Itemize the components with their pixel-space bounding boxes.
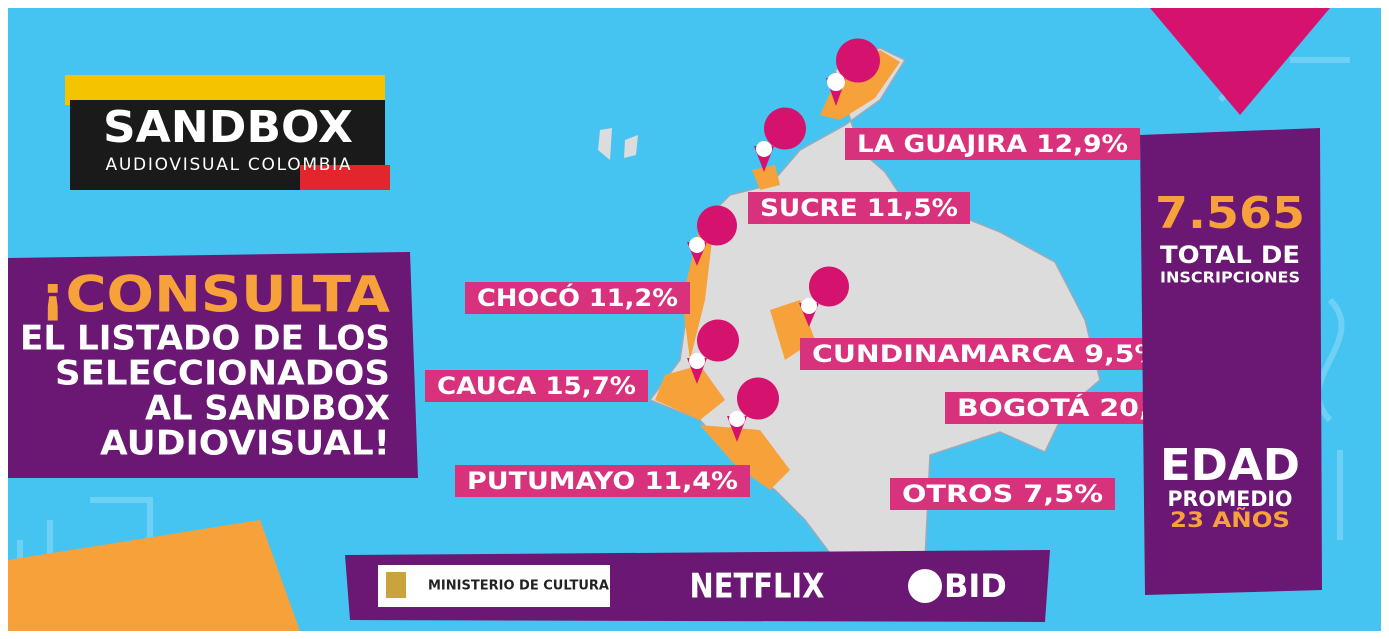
region-label-bg	[748, 192, 970, 224]
island	[598, 128, 612, 160]
headline: ¡CONSULTA	[40, 266, 390, 324]
region-label-bg	[845, 128, 1140, 160]
triangle	[1150, 8, 1381, 115]
region-label: CAUCA 15,7%	[437, 372, 636, 400]
region-label: CHOCÓ 11,2%	[477, 282, 678, 312]
total: 7.565	[1155, 188, 1305, 239]
sponsor: MINISTERIO DE CULTURA	[428, 579, 609, 594]
logo-strip	[300, 165, 390, 190]
region-label-bg	[800, 338, 1175, 370]
headline: SELECCIONADOS	[55, 354, 390, 394]
stats-panel	[1140, 128, 1322, 595]
region-label: SUCRE 11,5%	[760, 194, 958, 222]
bid-emblem	[908, 569, 942, 603]
sponsor: NETFLIX	[690, 567, 825, 607]
age-title: EDAD	[1160, 440, 1300, 491]
region-label: LA GUAJIRA 12,9%	[857, 130, 1128, 158]
region-label-bg	[890, 478, 1115, 510]
headline: EL LISTADO DE LOS	[20, 319, 390, 359]
region-label: CUNDINAMARCA 9,5%	[812, 340, 1163, 368]
headline: AUDIOVISUAL!	[100, 424, 390, 464]
highlighted-regions	[655, 50, 900, 490]
logo-title: SANDBOX	[103, 102, 353, 153]
headline-panel	[8, 252, 418, 478]
pin-dots	[689, 73, 845, 427]
region-label: PUTUMAYO 11,4%	[467, 467, 738, 495]
region-label-bg	[425, 370, 648, 402]
island	[624, 135, 638, 158]
headline: AL SANDBOX	[145, 389, 390, 429]
ministry-emblem	[386, 572, 406, 598]
ministry-logo	[378, 565, 610, 607]
sponsor: BID	[944, 567, 1007, 605]
region-label-bg	[465, 282, 690, 314]
age-value: 23 AÑOS	[1170, 507, 1290, 532]
triangle	[8, 520, 300, 631]
total-label: INSCRIPCIONES	[1160, 269, 1300, 287]
age-label: PROMEDIO	[1168, 487, 1293, 511]
region-label: OTROS 7,5%	[902, 480, 1103, 508]
region-label-bg	[455, 465, 750, 497]
total-label: TOTAL DE	[1160, 241, 1300, 269]
